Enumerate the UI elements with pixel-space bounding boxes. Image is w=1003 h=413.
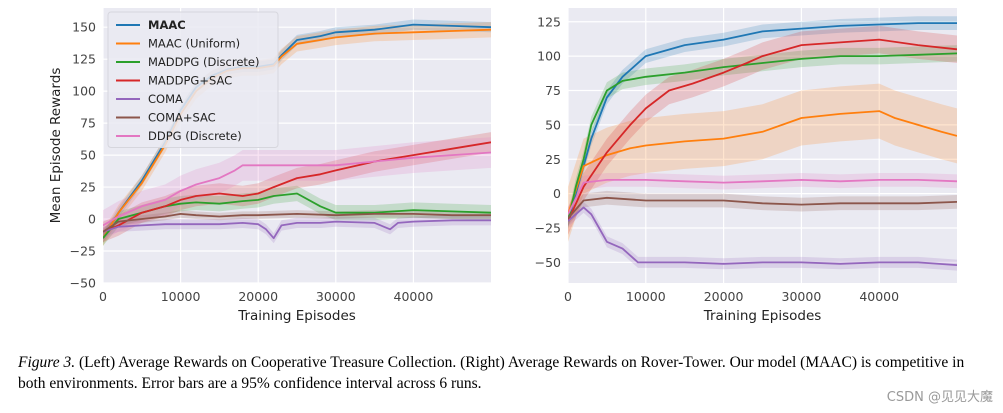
y-tick-label: 150 [72, 20, 96, 35]
x-tick-label: 40000 [859, 289, 899, 304]
x-tick-label: 0 [564, 289, 572, 304]
y-tick-label: 0 [88, 212, 96, 227]
y-tick-label: 75 [80, 116, 96, 131]
right-panel: 0 10000 20000 30000 40000 −50 −25 0 25 50 75 100 125… [535, 8, 957, 324]
y-axis-label: Mean Episode Rewards [48, 68, 64, 224]
series-line [568, 196, 957, 219]
series-band [568, 173, 957, 222]
series-line [568, 22, 957, 222]
legend-entry: MAAC [148, 18, 186, 32]
x-tick-label: 20000 [238, 289, 278, 304]
legend-entry: DDPG (Discrete) [148, 129, 242, 143]
watermark: CSDN @见见大魔 [886, 390, 993, 405]
series-band [568, 25, 957, 235]
y-tick-label: −50 [535, 255, 561, 270]
y-tick-label: 0 [553, 186, 561, 201]
series-group [568, 16, 957, 271]
series-band [103, 210, 491, 236]
y-tick-label: 125 [537, 14, 561, 29]
legend-entry: COMA [148, 92, 183, 106]
series-group [103, 19, 491, 246]
series-band [103, 215, 491, 244]
x-axis-label: Training Episodes [703, 308, 822, 324]
y-tick-label: 75 [545, 83, 561, 98]
series-line [103, 219, 491, 240]
legend: MAAC MAAC (Uniform) MADDPG (Discrete) MADDP… [107, 11, 279, 148]
y-tick-label: 100 [72, 84, 96, 99]
legend-entry: MAAC (Uniform) [148, 37, 240, 51]
left-panel: 0 10000 20000 30000 40000 −50 −25 0 25 50 75 100 125… [48, 8, 491, 324]
y-tick-label: 25 [80, 180, 96, 195]
legend-entry: MADDPG (Discrete) [148, 55, 259, 69]
x-tick-label: 20000 [704, 289, 744, 304]
x-tick-label: 10000 [626, 289, 666, 304]
y-tick-label: 25 [545, 152, 561, 167]
y-tick-label: −50 [70, 276, 96, 291]
x-tick-label: 10000 [161, 289, 201, 304]
x-tick-label: 30000 [316, 289, 356, 304]
y-tick-label: 125 [72, 52, 96, 67]
legend-entry: MADDPG+SAC [148, 74, 232, 88]
series-line [103, 151, 491, 227]
series-line [568, 38, 957, 222]
series-line [568, 178, 957, 215]
series-band [568, 83, 957, 242]
y-tick-label: 50 [545, 117, 561, 132]
figure: 0 10000 20000 30000 40000−50−250255075100125… [48, 8, 957, 324]
legend-entry: COMA+SAC [148, 111, 216, 125]
plot-area [568, 8, 957, 283]
series-band [568, 201, 957, 271]
y-tick-label: −25 [70, 244, 96, 259]
series-band [103, 185, 491, 246]
series-band [103, 137, 491, 241]
y-tick-label: −25 [535, 221, 561, 236]
series-line [103, 212, 491, 233]
series-line [568, 110, 957, 215]
y-tick-label: 50 [80, 148, 96, 163]
y-tick-label: 100 [537, 49, 561, 64]
figure-caption: Figure 3. (Left) Average Rewards on Coop… [18, 352, 993, 394]
x-axis-label: Training Episodes [237, 308, 356, 324]
x-tick-label: 30000 [782, 289, 822, 304]
x-tick-label: 40000 [394, 289, 434, 304]
caption-text: (Left) Average Rewards on Cooperative Tr… [18, 354, 965, 392]
series-line [568, 52, 957, 222]
legend-box [107, 11, 279, 148]
caption-label: Figure 3. [18, 354, 76, 371]
series-line [568, 206, 957, 266]
series-band [568, 190, 957, 226]
x-tick-label: 0 [99, 289, 107, 304]
